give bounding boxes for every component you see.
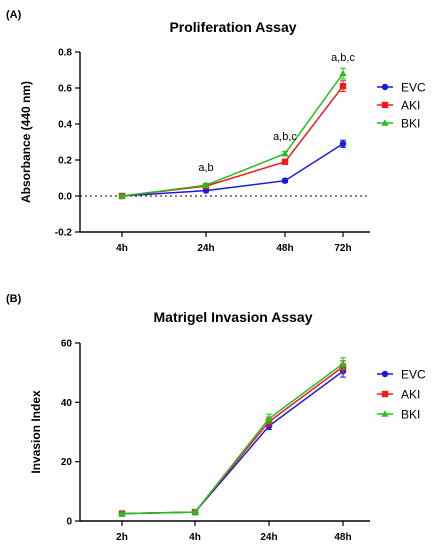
series-line	[121, 370, 344, 515]
significance-annotation: a,b,c	[331, 52, 355, 64]
x-tick-label: 4h	[116, 243, 128, 254]
series-aki	[118, 360, 347, 517]
series-line	[121, 73, 344, 197]
series-aki	[118, 80, 347, 200]
legend-item-bki: BKI	[377, 117, 420, 131]
x-tick-label: 48h	[276, 243, 293, 254]
series-bki	[118, 357, 347, 517]
x-tick-label: 72h	[334, 243, 351, 254]
legend-label: AKI	[401, 99, 420, 113]
data-point	[118, 509, 126, 517]
series-evc	[118, 364, 347, 517]
x-tick-label: 4h	[189, 532, 201, 543]
legend-marker	[381, 83, 389, 91]
legend-label: BKI	[401, 117, 420, 131]
y-tick-label: -0.2	[55, 228, 73, 239]
legend: EVC AKI BKI	[377, 368, 426, 422]
chart-panel-1: (A) Proliferation Assay Absorbance (440 nm…	[6, 9, 426, 254]
data-point	[339, 359, 347, 367]
chart-title: Proliferation Assay	[169, 19, 296, 35]
series-line	[121, 85, 344, 197]
x-tick-label: 48h	[334, 532, 351, 543]
x-tick-label: 24h	[260, 532, 277, 543]
legend: EVC AKI BKI	[377, 81, 426, 131]
data-point	[339, 140, 347, 147]
y-tick-label: 40	[61, 398, 73, 409]
data-point	[339, 69, 347, 77]
data-point	[265, 414, 273, 422]
significance-annotation: a,b,c	[273, 131, 297, 143]
chart-title: Matrigel Invasion Assay	[154, 309, 313, 325]
y-axis-label: Invasion Index	[29, 390, 43, 474]
legend-marker	[381, 101, 389, 109]
y-tick-label: 0.2	[58, 156, 72, 167]
chart-panel-2: (B) Matrigel Invasion Assay Invasion Index…	[6, 293, 426, 543]
y-tick-label: 20	[61, 457, 73, 468]
legend-label: AKI	[401, 388, 420, 402]
x-tick-label: 2h	[116, 532, 128, 543]
legend-marker	[381, 119, 389, 126]
legend-item-evc: EVC	[377, 368, 426, 382]
data-point	[281, 177, 289, 184]
x-tick-label: 24h	[197, 243, 214, 254]
legend-item-aki: AKI	[377, 99, 420, 113]
series-line	[121, 363, 344, 515]
data-point	[118, 192, 126, 199]
data-point	[281, 158, 289, 165]
y-tick-label: 0.4	[58, 120, 72, 131]
legend-marker	[381, 370, 389, 378]
legend-item-bki: BKI	[377, 408, 420, 422]
y-tick-label: 0.0	[58, 192, 72, 203]
legend-item-evc: EVC	[377, 81, 426, 95]
y-tick-label: 0.8	[58, 48, 72, 59]
data-point	[339, 83, 347, 90]
data-point	[191, 508, 199, 515]
y-tick-label: 0.6	[58, 84, 72, 95]
legend-label: EVC	[401, 81, 426, 95]
data-point	[202, 181, 210, 188]
legend-marker	[381, 390, 389, 398]
data-point	[281, 149, 289, 157]
legend-marker	[381, 410, 389, 417]
significance-annotation: a,b	[198, 162, 213, 174]
panel-label: (B)	[6, 293, 22, 305]
series-bki	[118, 67, 347, 199]
y-axis-label: Absorbance (440 nm)	[19, 81, 33, 203]
legend-label: EVC	[401, 368, 426, 382]
y-tick-label: 60	[61, 339, 73, 350]
legend-item-aki: AKI	[377, 388, 420, 402]
y-tick-label: 0	[66, 517, 72, 528]
series-line	[121, 143, 344, 197]
panel-label: (A)	[6, 9, 22, 21]
series-evc	[118, 139, 347, 200]
legend-label: BKI	[401, 408, 420, 422]
